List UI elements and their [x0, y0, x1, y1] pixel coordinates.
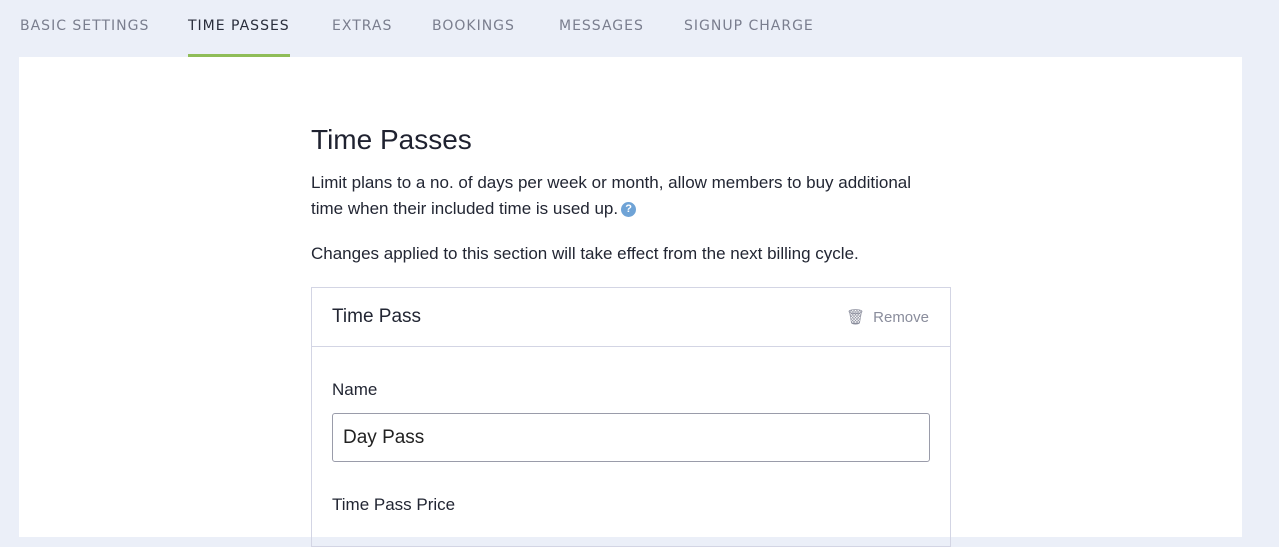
settings-tabs: Basic Settings Time Passes Extras Bookin… [0, 0, 1279, 57]
name-label: Name [332, 380, 378, 399]
card-title: Time Pass [332, 306, 422, 327]
tab-time-passes[interactable]: Time Passes [188, 18, 290, 57]
section-description: Limit plans to a no. of days per week or… [311, 170, 931, 222]
trash-icon: 🗑 [846, 309, 866, 326]
remove-label: Remove [873, 309, 929, 326]
name-input[interactable] [332, 413, 930, 462]
description-text: Limit plans to a no. of days per week or… [311, 173, 912, 218]
billing-note: Changes applied to this section will tak… [311, 244, 859, 263]
time-pass-card: Time Pass 🗑 Remove Name Time Pass Price [311, 287, 951, 547]
question-circle-icon[interactable]: ? [621, 202, 637, 218]
price-label: Time Pass Price [332, 495, 456, 514]
tab-basic-settings[interactable]: Basic Settings [20, 18, 150, 34]
tab-messages[interactable]: Messages [559, 18, 644, 34]
tab-bookings[interactable]: Bookings [432, 18, 515, 34]
page-title: Time Passes [311, 124, 472, 155]
remove-button[interactable]: 🗑 Remove [846, 308, 929, 326]
tab-signup-charge[interactable]: Signup Charge [684, 18, 814, 34]
tab-extras[interactable]: Extras [332, 18, 393, 34]
